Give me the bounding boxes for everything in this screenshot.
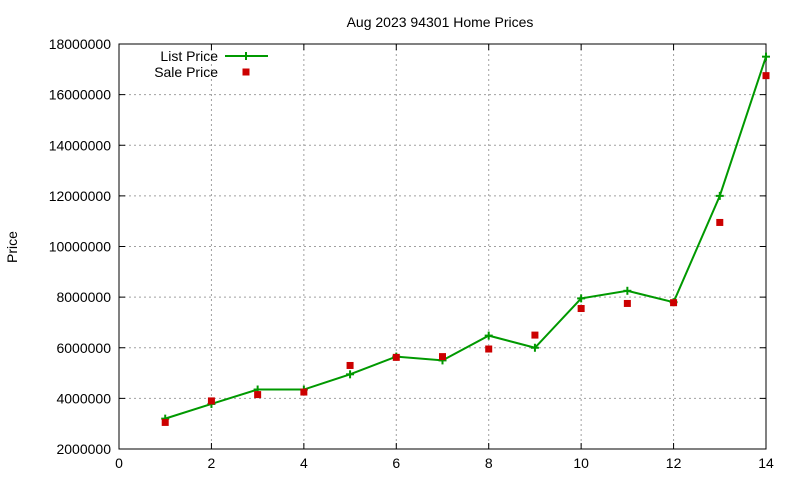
x-tick-label: 8 xyxy=(485,455,493,471)
list-price-point xyxy=(346,370,355,379)
series-sale-price xyxy=(161,72,770,426)
sale-price-point xyxy=(531,331,539,339)
sale-price-point xyxy=(670,299,678,307)
y-tick-label: 4000000 xyxy=(56,390,111,406)
x-tick-label: 6 xyxy=(392,455,400,471)
legend-label: Sale Price xyxy=(154,64,218,80)
x-tick-label: 10 xyxy=(573,455,589,471)
y-tick-label: 8000000 xyxy=(56,289,111,305)
list-price-line xyxy=(164,56,767,420)
list-price-point xyxy=(530,343,539,352)
list-price-point xyxy=(762,52,770,61)
x-tick-label: 0 xyxy=(115,455,123,471)
x-tick-label: 4 xyxy=(300,455,308,471)
sale-price-point xyxy=(762,72,770,80)
legend-swatch-cross xyxy=(242,52,250,60)
y-tick-label: 2000000 xyxy=(56,441,111,457)
sale-price-point xyxy=(300,388,308,396)
sale-price-point xyxy=(577,305,585,313)
sale-price-point xyxy=(392,353,400,361)
sale-price-point xyxy=(346,361,354,369)
list-price-point xyxy=(577,294,586,303)
list-price-point xyxy=(484,331,493,340)
x-tick-label: 14 xyxy=(758,455,774,471)
legend-swatch-square xyxy=(242,68,250,76)
sale-price-point xyxy=(207,397,215,405)
axis-ticks: 2000000 4000000 6000000 8000000 10000000 1200… xyxy=(49,36,774,471)
y-tick-label: 16000000 xyxy=(49,87,112,103)
plot-frame xyxy=(118,43,767,450)
sale-price-point xyxy=(716,218,724,226)
x-tick-label: 2 xyxy=(208,455,216,471)
y-tick-label: 12000000 xyxy=(49,188,112,204)
list-price-point xyxy=(715,191,724,200)
grid xyxy=(119,44,766,449)
sale-price-point xyxy=(485,345,493,353)
y-tick-label: 10000000 xyxy=(49,239,112,255)
sale-price-point xyxy=(623,299,631,307)
list-price-point xyxy=(623,286,632,295)
sale-price-point xyxy=(161,418,169,426)
legend-label: List Price xyxy=(160,48,218,64)
chart-title: Aug 2023 94301 Home Prices xyxy=(347,14,534,30)
series-group xyxy=(161,52,770,426)
sale-price-point xyxy=(439,353,446,361)
y-axis-label: Price xyxy=(4,231,20,263)
y-tick-label: 6000000 xyxy=(56,340,111,356)
sale-price-point xyxy=(254,391,262,399)
x-tick-label: 12 xyxy=(666,455,682,471)
series-list-price xyxy=(161,52,770,423)
y-tick-label: 18000000 xyxy=(49,36,112,52)
y-tick-label: 14000000 xyxy=(49,137,112,153)
